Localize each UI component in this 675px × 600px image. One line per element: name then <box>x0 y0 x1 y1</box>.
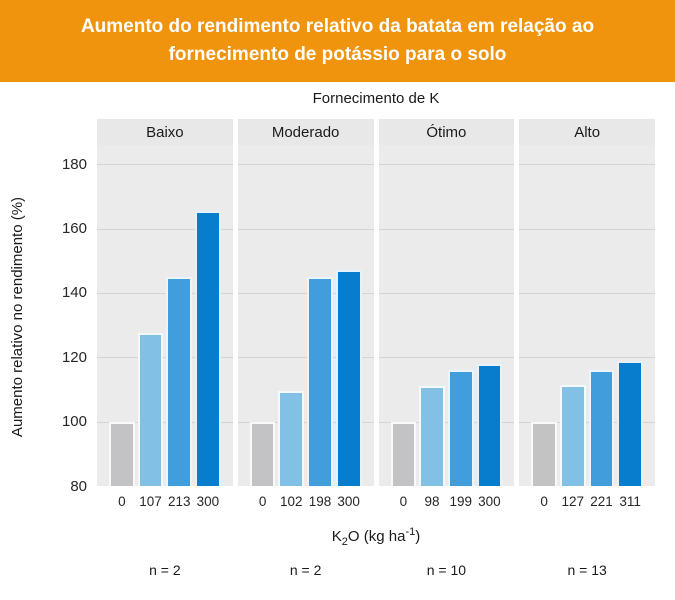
gridline <box>237 164 374 166</box>
bar <box>335 270 362 486</box>
sample-size-label: n = 13 <box>567 562 607 578</box>
gridline <box>237 292 374 294</box>
gridline <box>97 421 233 423</box>
x-tick-label: 0 <box>540 494 548 509</box>
gridline <box>97 292 233 294</box>
panel-plot-area <box>237 145 374 486</box>
bar <box>419 386 445 486</box>
x-tick-label: 102 <box>280 494 303 509</box>
bar-group <box>531 145 643 486</box>
x-axis-label-subscript: 2 <box>341 536 348 548</box>
bar <box>531 421 557 486</box>
x-tick-label: 221 <box>590 494 613 509</box>
y-tick-label: 80 <box>70 477 87 495</box>
x-tick-label: 98 <box>424 494 440 509</box>
gridline <box>378 357 515 359</box>
bar <box>249 421 276 486</box>
gridline <box>519 292 655 294</box>
chart-banner: Aumento do rendimento relativo da batata… <box>0 0 675 82</box>
y-tick-label: 120 <box>61 348 87 366</box>
gridline <box>378 421 515 423</box>
bar <box>617 360 643 486</box>
x-tick-label: 300 <box>196 494 220 509</box>
gridline <box>378 164 515 166</box>
panel-plot-area <box>378 145 515 486</box>
sample-size-label: n = 2 <box>289 562 322 578</box>
y-tick-label: 140 <box>61 284 87 302</box>
bar <box>137 333 164 486</box>
x-tick-label: 107 <box>139 494 162 509</box>
facet-strip-label: Baixo <box>97 119 233 145</box>
x-tick-row: 0 102 198 300 <box>238 486 374 509</box>
facet-panel: Alto 0 127 221 311 <box>519 119 655 509</box>
bar <box>166 276 193 486</box>
x-tick-label: 300 <box>478 494 501 509</box>
gridline <box>378 228 515 230</box>
gridline <box>97 228 233 230</box>
x-axis-label-middle: O (kg ha <box>347 528 406 545</box>
bar-group <box>390 145 503 486</box>
facet-panel: Moderado 0 102 198 300 <box>237 119 374 509</box>
x-tick-label: 0 <box>258 494 267 509</box>
gridline <box>237 421 374 423</box>
bar <box>109 421 135 486</box>
facet-panel: Ótimo 0 98 199 300 <box>378 119 515 509</box>
gridline <box>97 164 233 166</box>
x-axis-label-text: K <box>331 528 342 545</box>
bar <box>278 391 305 486</box>
bar <box>390 421 417 486</box>
sample-size-row: n = 2 n = 2 n = 10 n = 13 <box>97 560 655 580</box>
panel-plot-area <box>97 145 233 486</box>
facet-strip-label: Ótimo <box>378 119 515 145</box>
x-tick-row: 0 127 221 311 <box>519 486 655 509</box>
gridline <box>237 228 374 230</box>
y-tick-label: 160 <box>61 220 87 238</box>
bar <box>559 384 586 486</box>
x-axis-label-suffix: ) <box>415 528 421 545</box>
gridline <box>519 228 655 230</box>
bar <box>195 210 221 486</box>
gridline <box>378 292 515 294</box>
x-tick-label: 199 <box>449 494 472 509</box>
gridline <box>519 421 655 423</box>
x-tick-label: 198 <box>308 494 332 509</box>
x-tick-label: 213 <box>167 494 191 509</box>
x-tick-label: 127 <box>561 494 585 509</box>
x-tick-row: 0 98 199 300 <box>379 486 515 509</box>
x-tick-label: 300 <box>337 494 360 509</box>
gridline <box>519 164 655 166</box>
bar-group <box>109 145 221 486</box>
gridline <box>237 357 374 359</box>
facet-panels: Baixo 0 107 213 300 Moderado 0 102 198 300 Ótimo 0 9… <box>97 119 655 509</box>
facet-strip-label: Moderado <box>237 119 374 145</box>
x-tick-label: 311 <box>619 494 641 509</box>
sample-size-label: n = 10 <box>426 562 467 578</box>
bar <box>476 363 503 486</box>
x-axis-label: K2O (kg ha-1) <box>97 522 655 552</box>
banner-title-line-2: fornecimento de potássio para o solo <box>168 44 507 65</box>
gridline <box>97 357 233 359</box>
facet-group-title: Fornecimento de K <box>312 90 440 107</box>
panel-plot-area <box>519 145 655 486</box>
bar-group <box>249 145 362 486</box>
bar <box>588 370 615 486</box>
x-tick-label: 0 <box>399 494 408 509</box>
y-axis-label: Aumento relativo no rendimento (%) <box>9 196 26 438</box>
facet-strip-label: Alto <box>519 119 655 145</box>
y-tick-label: 180 <box>61 155 87 173</box>
sample-size-label: n = 2 <box>149 562 181 578</box>
facet-panel: Baixo 0 107 213 300 <box>97 119 233 509</box>
bar <box>307 276 333 486</box>
banner-title-line-1: Aumento do rendimento relativo da batata… <box>80 16 595 37</box>
x-axis-label-superscript: -1 <box>405 526 416 538</box>
y-tick-label: 100 <box>61 413 87 431</box>
gridline <box>519 357 655 359</box>
bar <box>447 370 474 486</box>
x-tick-label: 0 <box>118 494 126 509</box>
x-tick-row: 0 107 213 300 <box>97 486 233 509</box>
